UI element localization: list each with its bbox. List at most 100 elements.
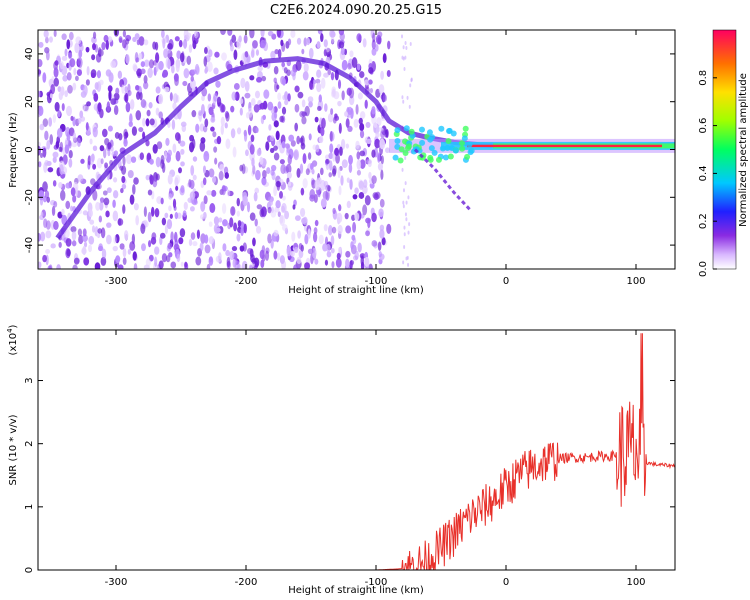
noise-blob — [330, 108, 334, 115]
noise-blob — [74, 42, 80, 54]
noise-blob — [243, 34, 248, 44]
noise-blob — [368, 263, 373, 269]
noise-blob — [76, 69, 82, 77]
noise-blob — [308, 101, 313, 108]
noise-blob — [337, 100, 342, 107]
noise-blob — [107, 149, 111, 157]
noise-blob — [113, 150, 119, 156]
x-tick-label: 0 — [503, 276, 509, 287]
noise-blob — [140, 68, 146, 75]
noise-blob — [161, 253, 167, 263]
noise-blob — [159, 232, 166, 239]
noise-blob — [275, 130, 280, 141]
noise-blob — [409, 83, 412, 88]
noise-blob — [236, 210, 240, 217]
noise-blob — [281, 106, 287, 115]
noise-blob — [155, 156, 161, 168]
noise-blob — [113, 177, 118, 183]
noise-blob — [345, 258, 350, 269]
signal-blob — [392, 154, 399, 161]
noise-blob — [137, 72, 142, 79]
noise-blob — [380, 155, 384, 165]
noise-blob — [102, 128, 108, 138]
noise-blob — [368, 171, 372, 180]
noise-blob — [222, 219, 228, 227]
noise-blob — [330, 235, 335, 246]
noise-blob — [68, 158, 73, 168]
noise-blob — [161, 217, 167, 226]
noise-blob — [231, 245, 238, 252]
noise-blob — [168, 193, 173, 200]
noise-blob — [269, 199, 273, 206]
noise-blob — [178, 237, 184, 245]
noise-blob — [49, 134, 54, 145]
noise-blob — [350, 241, 354, 250]
noise-blob — [55, 140, 60, 149]
noise-blob — [162, 69, 169, 78]
noise-blob — [95, 201, 101, 211]
noise-blob — [119, 165, 124, 171]
snr-y-multiplier: (x104) — [6, 324, 19, 355]
noise-blob — [345, 143, 350, 149]
noise-blob — [199, 242, 204, 252]
noise-blob — [101, 248, 107, 260]
noise-blob — [132, 251, 137, 261]
noise-blob — [296, 37, 302, 45]
noise-blob — [333, 91, 340, 100]
noise-blob — [247, 107, 253, 118]
noise-blob — [299, 163, 304, 174]
noise-blob — [147, 211, 152, 223]
noise-blob — [249, 30, 255, 39]
noise-blob — [327, 112, 334, 123]
noise-blob — [180, 148, 185, 155]
noise-blob — [105, 39, 109, 50]
noise-blob — [306, 37, 311, 46]
noise-blob — [402, 45, 405, 50]
noise-blob — [365, 230, 370, 237]
noise-blob — [249, 212, 256, 221]
noise-blob — [143, 75, 148, 84]
noise-blob — [82, 210, 88, 216]
noise-blob — [97, 102, 102, 113]
noise-blob — [338, 122, 342, 134]
noise-blob — [345, 225, 352, 234]
noise-blob — [311, 168, 315, 175]
noise-blob — [135, 215, 139, 226]
colorbar-tick-label: 0.2 — [698, 213, 709, 229]
noise-blob — [304, 234, 309, 245]
colorbar: 0.0 0.2 0.4 0.6 0.8 Normalized spectral ampl… — [698, 29, 749, 277]
noise-blob — [323, 49, 327, 57]
noise-blob — [192, 39, 197, 50]
noise-blob — [368, 79, 373, 85]
noise-blob — [256, 148, 262, 157]
noise-blob — [169, 92, 173, 102]
noise-blob — [66, 248, 71, 257]
noise-blob — [401, 95, 404, 100]
noise-blob — [83, 257, 90, 266]
noise-blob — [341, 59, 348, 71]
noise-blob — [286, 246, 292, 257]
noise-blob — [354, 250, 359, 261]
noise-blob — [221, 203, 227, 214]
noise-blob — [218, 252, 222, 262]
noise-blob — [106, 234, 112, 245]
noise-blob — [68, 31, 74, 41]
noise-blob — [180, 185, 185, 194]
noise-blob — [127, 83, 131, 93]
spectrogram-y-ticks: -40 -20 0 20 40 — [24, 48, 675, 253]
noise-blob — [379, 138, 386, 150]
noise-blob — [405, 200, 408, 205]
noise-blob — [139, 91, 143, 101]
noise-blob — [112, 245, 118, 252]
noise-blob — [117, 264, 124, 269]
noise-blob — [98, 243, 103, 251]
noise-blob — [359, 122, 365, 132]
noise-blob — [255, 127, 259, 133]
noise-blob — [241, 260, 248, 269]
noise-blob — [168, 252, 173, 258]
noise-blob — [98, 215, 103, 223]
noise-blob — [238, 35, 242, 43]
noise-blob — [251, 258, 257, 264]
noise-blob — [99, 79, 104, 86]
noise-blob — [371, 240, 378, 247]
